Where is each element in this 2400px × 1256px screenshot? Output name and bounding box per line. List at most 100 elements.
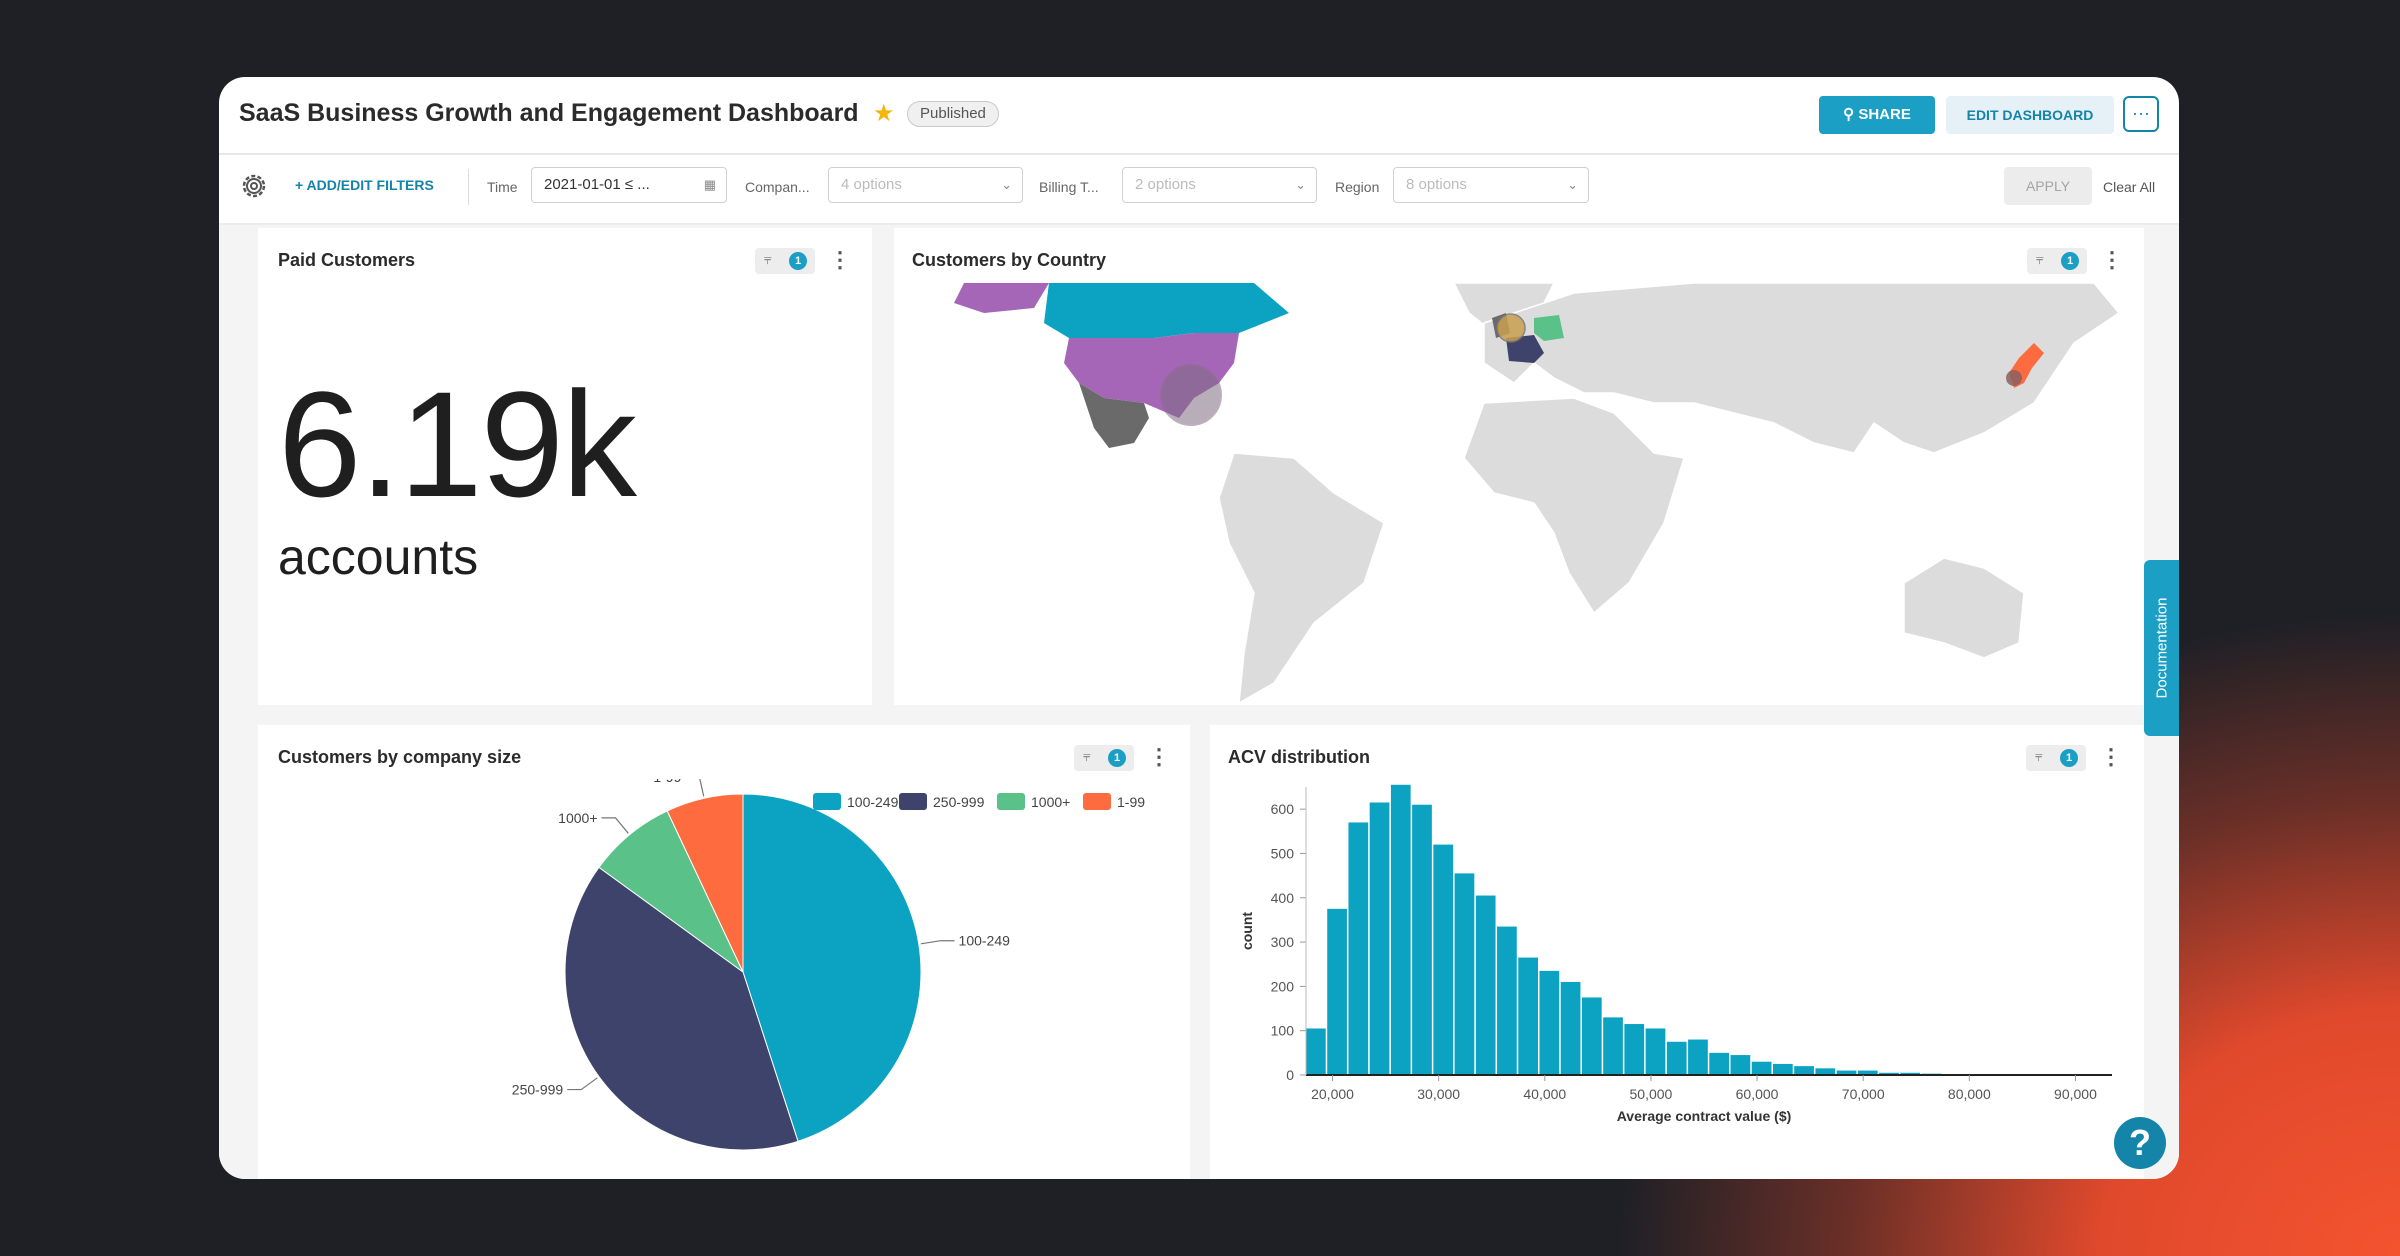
histogram-bar[interactable] bbox=[1518, 957, 1538, 1075]
customers-by-company-size-card: Customers by company size ⫧ 1 ⋮ 100-249 2… bbox=[258, 725, 1190, 1179]
filter-indicator[interactable]: ⫧ 1 bbox=[755, 248, 815, 274]
histogram-chart[interactable]: 0 100 200 300 400 500 600 20,000 30,000 40,000 50,… bbox=[1210, 779, 2144, 1179]
pie-slice-label: 250-999 bbox=[512, 1082, 564, 1098]
histogram-bar[interactable] bbox=[1751, 1061, 1772, 1075]
help-button[interactable]: ? bbox=[2114, 1117, 2166, 1169]
histogram-bar[interactable] bbox=[1794, 1066, 1814, 1075]
histogram-bar[interactable] bbox=[1772, 1063, 1793, 1075]
histogram-bar[interactable] bbox=[1730, 1055, 1751, 1075]
company-filter-label: Compan... bbox=[745, 179, 810, 195]
histogram-bar[interactable] bbox=[1666, 1041, 1687, 1075]
histogram-bar[interactable] bbox=[1857, 1070, 1878, 1075]
histogram-bar[interactable] bbox=[1348, 822, 1369, 1075]
apply-button[interactable]: APPLY bbox=[2004, 167, 2092, 205]
map-alaska bbox=[954, 283, 1049, 313]
filter-count: 1 bbox=[789, 252, 807, 270]
histogram-bar[interactable] bbox=[1327, 908, 1347, 1075]
chevron-down-icon: ⌄ bbox=[1001, 177, 1012, 192]
dashboard-window: SaaS Business Growth and Engagement Dash… bbox=[219, 77, 2179, 1179]
pie-chart[interactable]: 100-249 250-999 1000+ 1-99 100-249 250-999 100… bbox=[258, 779, 1190, 1179]
add-edit-filters-button[interactable]: + ADD/EDIT FILTERS bbox=[295, 177, 434, 193]
customers-by-country-card: Customers by Country ⫧ 1 ⋮ bbox=[894, 228, 2144, 705]
region-filter-select[interactable]: 8 options ⌄ bbox=[1393, 167, 1589, 203]
histogram-bar[interactable] bbox=[1603, 1017, 1623, 1075]
card-title: Paid Customers bbox=[278, 250, 416, 270]
map-africa bbox=[1463, 397, 1685, 615]
edit-dashboard-button[interactable]: EDIT DASHBOARD bbox=[1946, 96, 2114, 134]
histogram-bar[interactable] bbox=[1369, 802, 1390, 1075]
gear-icon[interactable] bbox=[239, 171, 269, 201]
pie-slice-250-999[interactable] bbox=[564, 866, 799, 1151]
histogram-bar[interactable] bbox=[1815, 1068, 1836, 1075]
card-menu-icon[interactable]: ⋮ bbox=[1148, 744, 1170, 769]
filter-indicator[interactable]: ⫧ 1 bbox=[2026, 745, 2086, 771]
favorite-star-icon[interactable]: ★ bbox=[873, 100, 895, 127]
histogram-bar[interactable] bbox=[1475, 895, 1496, 1075]
histogram-bar[interactable] bbox=[1709, 1052, 1730, 1075]
legend-label: 250-999 bbox=[933, 794, 985, 810]
y-tick-label: 0 bbox=[1286, 1067, 1294, 1083]
histogram-bar[interactable] bbox=[1390, 784, 1411, 1075]
region-filter-placeholder: 8 options bbox=[1406, 176, 1467, 193]
billing-filter-select[interactable]: 2 options ⌄ bbox=[1122, 167, 1317, 203]
histogram-bar[interactable] bbox=[1624, 1024, 1645, 1075]
histogram-bar[interactable] bbox=[1688, 1039, 1708, 1075]
histogram-bar[interactable] bbox=[1454, 873, 1475, 1075]
documentation-tab[interactable]: Documentation bbox=[2144, 560, 2179, 736]
y-tick-label: 600 bbox=[1271, 801, 1295, 817]
histogram-bar[interactable] bbox=[1879, 1072, 1899, 1075]
big-number-value: 6.19k bbox=[278, 360, 637, 528]
histogram-bar[interactable] bbox=[1539, 970, 1560, 1075]
histogram-bar[interactable] bbox=[1433, 844, 1454, 1075]
histogram-bar[interactable] bbox=[1412, 804, 1432, 1075]
share-button[interactable]: ⚲ SHARE bbox=[1819, 96, 1935, 134]
map-germany bbox=[1534, 315, 1564, 341]
histogram-bar[interactable] bbox=[1581, 997, 1602, 1075]
filter-indicator[interactable]: ⫧ 1 bbox=[1074, 745, 1134, 771]
card-title: Customers by Country bbox=[912, 250, 1107, 270]
pie-slice-1000+[interactable] bbox=[598, 810, 744, 973]
clear-all-button[interactable]: Clear All bbox=[2103, 179, 2156, 195]
x-tick-label: 40,000 bbox=[1523, 1086, 1566, 1102]
pie-label-line bbox=[699, 779, 705, 797]
map-south-america bbox=[1218, 452, 1385, 703]
billing-filter-label: Billing T... bbox=[1039, 179, 1099, 195]
pie-slice-1-99[interactable] bbox=[666, 793, 744, 973]
y-tick-label: 100 bbox=[1271, 1023, 1295, 1039]
divider bbox=[468, 169, 469, 205]
card-menu-icon[interactable]: ⋮ bbox=[2100, 744, 2122, 769]
card-menu-icon[interactable]: ⋮ bbox=[2101, 247, 2123, 272]
legend-swatch bbox=[1083, 793, 1111, 810]
x-axis-title: Average contract value ($) bbox=[1617, 1108, 1792, 1124]
time-filter-input[interactable]: 2021-01-01 ≤ ... ▦ bbox=[531, 167, 727, 203]
filter-count: 1 bbox=[2060, 749, 2078, 767]
legend-label: 1-99 bbox=[1117, 794, 1145, 810]
card-menu-icon[interactable]: ⋮ bbox=[829, 247, 851, 272]
histogram-bar[interactable] bbox=[1497, 926, 1517, 1075]
histogram-bar[interactable] bbox=[1306, 1028, 1326, 1075]
x-tick-label: 70,000 bbox=[1842, 1086, 1885, 1102]
histogram-bar[interactable] bbox=[1900, 1072, 1921, 1075]
pie-label-line bbox=[601, 817, 629, 834]
map-australia bbox=[1903, 557, 2025, 659]
calendar-icon: ▦ bbox=[703, 177, 716, 192]
more-options-button[interactable]: ··· bbox=[2123, 96, 2159, 132]
time-filter-label: Time bbox=[487, 179, 518, 195]
y-tick-label: 200 bbox=[1271, 978, 1295, 994]
uk-bubble bbox=[1496, 313, 1526, 343]
dashboard-header: SaaS Business Growth and Engagement Dash… bbox=[219, 77, 2179, 155]
histogram-bar[interactable] bbox=[1560, 981, 1581, 1075]
filter-icon: ⫧ bbox=[2035, 748, 2043, 764]
world-map[interactable] bbox=[894, 283, 2144, 703]
filter-count: 1 bbox=[1108, 749, 1126, 767]
x-tick-label: 60,000 bbox=[1736, 1086, 1779, 1102]
pie-label-line bbox=[920, 940, 955, 945]
histogram-bar[interactable] bbox=[1836, 1070, 1857, 1075]
filter-indicator[interactable]: ⫧ 1 bbox=[2027, 248, 2087, 274]
filter-bar: + ADD/EDIT FILTERS Time 2021-01-01 ≤ ...… bbox=[219, 155, 2179, 225]
histogram-bar[interactable] bbox=[1645, 1028, 1666, 1075]
y-axis-title: count bbox=[1239, 912, 1255, 950]
company-filter-select[interactable]: 4 options ⌄ bbox=[828, 167, 1023, 203]
pie-slice-100-249[interactable] bbox=[742, 793, 922, 1142]
filter-icon: ⫧ bbox=[764, 251, 772, 267]
